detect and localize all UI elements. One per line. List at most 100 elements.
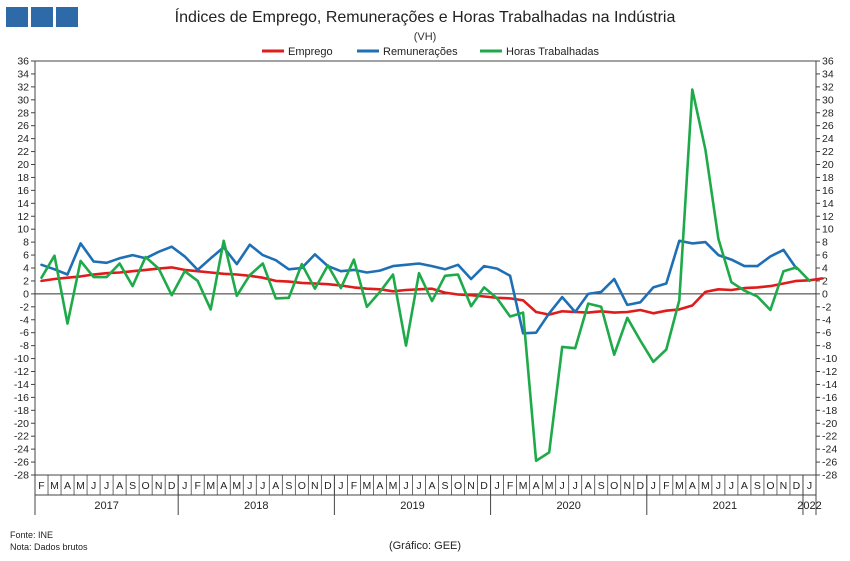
x-month-label: A	[585, 480, 592, 492]
x-month-label: N	[467, 480, 475, 492]
x-month-label: M	[701, 480, 710, 492]
series-line-1	[40, 266, 824, 316]
x-month-label: J	[573, 480, 578, 492]
y-tick-label-left: -4	[20, 314, 29, 326]
y-tick-label-left: -12	[14, 366, 29, 378]
y-tick-label-right: 18	[822, 172, 834, 184]
x-month-label: N	[780, 480, 788, 492]
y-tick-label-right: -10	[822, 353, 837, 365]
y-tick-label-left: 30	[17, 94, 29, 106]
y-tick-label-right: 2	[822, 275, 828, 287]
x-month-label: O	[298, 480, 306, 492]
x-month-label: D	[636, 480, 644, 492]
x-month-label: M	[389, 480, 398, 492]
x-month-label: N	[623, 480, 631, 492]
y-tick-label-right: 20	[822, 159, 834, 171]
y-tick-label-left: -10	[14, 353, 29, 365]
x-month-label: A	[689, 480, 696, 492]
y-tick-label-left: -26	[14, 457, 29, 469]
y-tick-label-right: -28	[822, 470, 837, 482]
y-tick-label-right: 14	[822, 198, 834, 210]
data-note: Nota: Dados brutos	[10, 542, 88, 552]
x-month-label: D	[480, 480, 488, 492]
x-month-label: F	[194, 480, 200, 492]
y-tick-label-right: 10	[822, 224, 834, 236]
series-line-3	[40, 88, 811, 463]
x-month-label: J	[560, 480, 565, 492]
chart-title: Índices de Emprego, Remunerações e Horas…	[174, 9, 676, 26]
y-tick-label-left: -28	[14, 470, 29, 482]
x-month-label: A	[64, 480, 71, 492]
x-month-label: D	[168, 480, 176, 492]
chart-subtitle: (VH)	[413, 31, 437, 43]
logo	[6, 7, 78, 27]
y-tick-label-right: -2	[822, 301, 831, 313]
y-tick-label-left: 0	[23, 288, 29, 300]
x-month-label: N	[155, 480, 163, 492]
y-tick-label-left: 32	[17, 81, 29, 93]
legend-label: Horas Trabalhadas	[506, 46, 599, 58]
y-tick-label-right: 8	[822, 237, 828, 249]
x-month-label: A	[116, 480, 123, 492]
y-tick-label-left: 22	[17, 146, 29, 158]
y-tick-label-right: -26	[822, 457, 837, 469]
y-tick-label-right: 6	[822, 250, 828, 262]
x-month-label: M	[50, 480, 59, 492]
y-tick-label-right: -8	[822, 340, 831, 352]
y-tick-label-left: -16	[14, 392, 29, 404]
x-month-label: A	[376, 480, 383, 492]
x-month-label: M	[675, 480, 684, 492]
x-month-label: O	[142, 480, 150, 492]
y-tick-label-left: 28	[17, 107, 29, 119]
y-tick-label-right: 34	[822, 68, 834, 80]
x-month-label: J	[104, 480, 109, 492]
y-tick-label-right: -22	[822, 431, 837, 443]
y-tick-label-left: 14	[17, 198, 29, 210]
x-month-label: A	[429, 480, 436, 492]
y-tick-label-right: 12	[822, 211, 834, 223]
x-month-label: S	[754, 480, 761, 492]
y-tick-label-right: -6	[822, 327, 831, 339]
y-tick-label-right: -12	[822, 366, 837, 378]
x-year-label: 2018	[244, 500, 268, 512]
x-month-label: M	[519, 480, 528, 492]
x-month-label: J	[260, 480, 265, 492]
legend-label: Emprego	[288, 46, 333, 58]
y-tick-label-right: -18	[822, 405, 837, 417]
y-tick-label-left: 26	[17, 120, 29, 132]
y-tick-label-left: 10	[17, 224, 29, 236]
logo-block-1	[6, 7, 28, 27]
x-month-label: F	[351, 480, 357, 492]
y-tick-label-left: 20	[17, 159, 29, 171]
x-month-label: D	[793, 480, 801, 492]
x-year-label: 2022	[797, 500, 821, 512]
x-month-label: O	[610, 480, 618, 492]
y-tick-label-left: 18	[17, 172, 29, 184]
y-tick-label-left: 12	[17, 211, 29, 223]
x-month-label: O	[766, 480, 774, 492]
y-tick-label-right: -24	[822, 444, 837, 456]
y-tick-label-left: 34	[17, 68, 29, 80]
y-tick-label-right: -16	[822, 392, 837, 404]
y-tick-label-right: 36	[822, 56, 834, 68]
legend-label: Remunerações	[383, 46, 458, 58]
x-month-label: N	[311, 480, 319, 492]
x-month-label: M	[363, 480, 372, 492]
y-tick-label-right: 32	[822, 81, 834, 93]
y-tick-label-left: -24	[14, 444, 29, 456]
x-month-label: S	[285, 480, 292, 492]
y-tick-label-right: -14	[822, 379, 837, 391]
y-tick-label-left: 8	[23, 237, 29, 249]
x-month-label: S	[442, 480, 449, 492]
x-month-label: J	[716, 480, 721, 492]
y-tick-label-right: 30	[822, 94, 834, 106]
x-month-label: J	[338, 480, 343, 492]
y-tick-label-left: 16	[17, 185, 29, 197]
x-month-label: M	[206, 480, 215, 492]
y-tick-label-right: 24	[822, 133, 834, 145]
x-month-label: J	[403, 480, 408, 492]
y-tick-label-right: 22	[822, 146, 834, 158]
logo-block-2	[31, 7, 53, 27]
y-tick-label-right: 28	[822, 107, 834, 119]
